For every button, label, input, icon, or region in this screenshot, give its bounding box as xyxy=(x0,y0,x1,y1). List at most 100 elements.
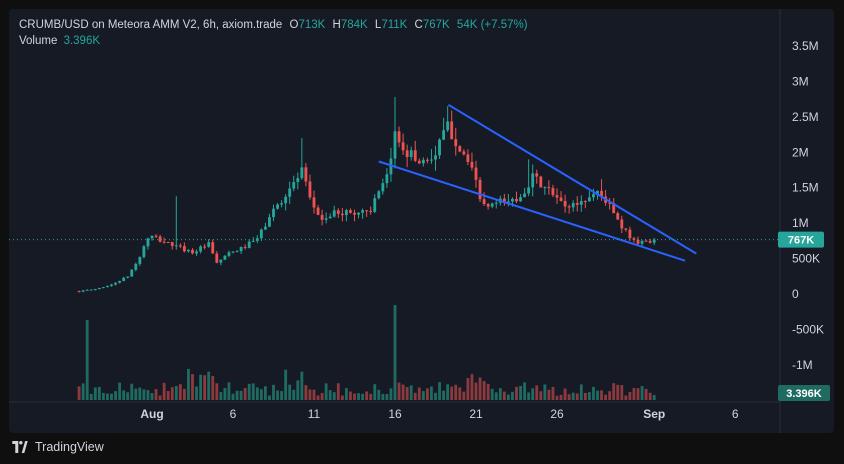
volume-bar[interactable] xyxy=(211,375,215,400)
candle-body[interactable] xyxy=(478,179,482,200)
volume-bar[interactable] xyxy=(191,374,194,400)
volume-bar[interactable] xyxy=(425,388,429,400)
candle-body[interactable] xyxy=(567,206,571,208)
candle-body[interactable] xyxy=(251,240,255,242)
candle-body[interactable] xyxy=(97,287,101,290)
candle-body[interactable] xyxy=(644,240,648,242)
volume-bar[interactable] xyxy=(519,385,522,400)
candle-body[interactable] xyxy=(535,173,539,177)
candle-body[interactable] xyxy=(239,247,243,252)
candle-body[interactable] xyxy=(81,290,85,292)
candle-body[interactable] xyxy=(150,235,154,239)
candle-body[interactable] xyxy=(405,150,409,158)
candle-body[interactable] xyxy=(138,257,142,264)
volume-bar[interactable] xyxy=(373,384,377,400)
volume-bar[interactable] xyxy=(130,383,134,400)
candle-body[interactable] xyxy=(474,167,478,180)
volume-bar[interactable] xyxy=(466,378,470,400)
candle-body[interactable] xyxy=(308,181,312,198)
volume-bar[interactable] xyxy=(101,392,105,400)
volume-bar[interactable] xyxy=(284,369,288,400)
volume-bar[interactable] xyxy=(114,391,117,400)
candle-body[interactable] xyxy=(134,263,138,270)
volume-bar[interactable] xyxy=(551,386,555,400)
candle-body[interactable] xyxy=(632,238,636,240)
volume-bar[interactable] xyxy=(417,387,421,400)
volume-bar[interactable] xyxy=(421,391,425,400)
candle-body[interactable] xyxy=(527,187,531,194)
candle-body[interactable] xyxy=(203,246,207,248)
candle-body[interactable] xyxy=(146,238,150,247)
candle-body[interactable] xyxy=(559,197,563,201)
candle-body[interactable] xyxy=(328,216,332,219)
candle-body[interactable] xyxy=(191,249,194,254)
volume-bar[interactable] xyxy=(587,392,591,400)
volume-bar[interactable] xyxy=(547,389,551,400)
volume-bar[interactable] xyxy=(579,384,583,400)
candle-body[interactable] xyxy=(470,161,474,168)
volume-bar[interactable] xyxy=(300,371,304,400)
candle-body[interactable] xyxy=(620,219,624,229)
volume-bar[interactable] xyxy=(247,383,251,400)
volume-bar[interactable] xyxy=(259,389,263,400)
volume-bar[interactable] xyxy=(571,392,575,400)
candle-body[interactable] xyxy=(462,151,466,155)
volume-bar[interactable] xyxy=(231,393,235,400)
candle-body[interactable] xyxy=(324,218,328,220)
volume-bar[interactable] xyxy=(320,392,324,400)
volume-bar[interactable] xyxy=(563,388,567,400)
volume-bar[interactable] xyxy=(134,388,138,400)
volume-bar[interactable] xyxy=(288,384,292,400)
candle-body[interactable] xyxy=(563,200,567,207)
volume-bar[interactable] xyxy=(502,391,506,400)
candle-body[interactable] xyxy=(178,245,182,247)
volume-bar[interactable] xyxy=(292,389,296,400)
candle-body[interactable] xyxy=(284,196,288,204)
candle-body[interactable] xyxy=(511,198,514,202)
candle-body[interactable] xyxy=(304,167,308,182)
volume-bar[interactable] xyxy=(174,385,178,400)
volume-bar[interactable] xyxy=(405,387,409,400)
volume-bar[interactable] xyxy=(515,386,518,400)
candle-body[interactable] xyxy=(575,202,579,205)
candle-body[interactable] xyxy=(421,159,425,164)
candle-body[interactable] xyxy=(612,202,616,214)
candle-body[interactable] xyxy=(292,182,296,189)
candle-body[interactable] xyxy=(247,241,251,248)
candle-body[interactable] xyxy=(592,194,595,198)
candle-body[interactable] xyxy=(106,285,109,288)
candle-body[interactable] xyxy=(336,210,340,214)
candle-body[interactable] xyxy=(543,187,547,189)
volume-bar[interactable] xyxy=(316,395,320,400)
volume-bar[interactable] xyxy=(616,384,620,400)
volume-bar[interactable] xyxy=(272,384,275,400)
volume-bar[interactable] xyxy=(543,384,547,400)
candle-body[interactable] xyxy=(648,240,652,243)
candle-body[interactable] xyxy=(101,287,105,289)
volume-bar[interactable] xyxy=(357,393,360,400)
candle-body[interactable] xyxy=(187,249,190,252)
candle-body[interactable] xyxy=(357,212,360,215)
candle-body[interactable] xyxy=(523,193,527,198)
candle-body[interactable] xyxy=(122,277,126,281)
volume-bar[interactable] xyxy=(304,385,308,400)
candle-body[interactable] xyxy=(280,203,284,205)
candle-body[interactable] xyxy=(616,213,620,220)
volume-bar[interactable] xyxy=(486,383,490,400)
candle-body[interactable] xyxy=(377,191,381,199)
volume-bar[interactable] xyxy=(203,375,207,400)
volume-bar[interactable] xyxy=(219,392,223,400)
volume-bar[interactable] xyxy=(215,383,219,400)
candle-body[interactable] xyxy=(494,202,498,204)
volume-bar[interactable] xyxy=(567,394,571,400)
candle-body[interactable] xyxy=(640,240,644,244)
volume-bar[interactable] xyxy=(170,387,174,400)
volume-bar[interactable] xyxy=(612,383,616,400)
volume-bar[interactable] xyxy=(430,386,433,400)
volume-bar[interactable] xyxy=(251,383,255,400)
candle-body[interactable] xyxy=(547,187,551,189)
candle-body[interactable] xyxy=(353,212,356,215)
chart-panel[interactable]: 3.5M 3M 2.5M 2M 1.5M 1M 500K 0 -500K -1M Aug 6 11 16 2… xyxy=(9,9,834,433)
candle-body[interactable] xyxy=(413,150,417,161)
volume-bar[interactable] xyxy=(344,388,348,400)
